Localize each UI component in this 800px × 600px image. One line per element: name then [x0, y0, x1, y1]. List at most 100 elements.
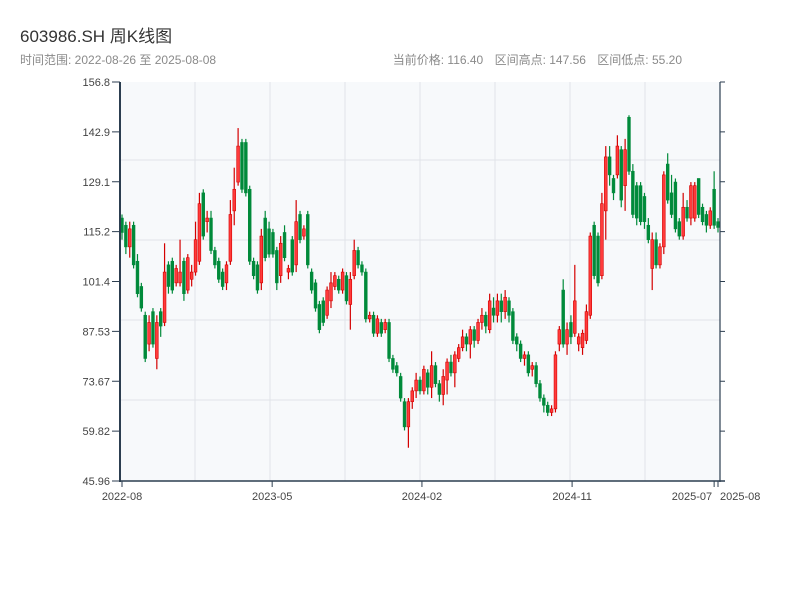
candle-body: [317, 304, 322, 330]
candle-up: [476, 318, 480, 345]
candle-body: [178, 271, 182, 284]
candle-up: [224, 261, 229, 291]
candle-down: [356, 246, 360, 269]
candle-body: [151, 311, 155, 345]
candle-body: [704, 214, 709, 226]
candle-body: [255, 264, 260, 291]
candle-down: [395, 362, 399, 377]
candle-body: [716, 221, 720, 228]
candle-down: [561, 279, 565, 348]
candle-up: [522, 351, 527, 366]
candle-body: [364, 271, 368, 320]
candle-body: [503, 296, 507, 312]
candle-body: [379, 322, 383, 334]
candle-down: [646, 218, 651, 244]
candle-down: [271, 228, 275, 258]
candle-up: [573, 264, 577, 337]
candle-down: [255, 261, 260, 294]
candle-up: [503, 290, 507, 319]
candle-down: [685, 200, 689, 222]
candle-up: [708, 207, 712, 229]
candle-up: [553, 351, 558, 413]
candle-up: [232, 167, 236, 226]
candle-body: [449, 361, 453, 374]
candle-up: [600, 192, 604, 280]
candle-body: [193, 239, 198, 273]
candle-down: [712, 171, 716, 229]
candle-body: [491, 307, 496, 316]
candle-up: [302, 225, 306, 240]
candle-body: [375, 318, 380, 334]
time-range-label: 时间范围: 2022-08-26 至 2025-08-08: [20, 53, 217, 67]
candle-up: [580, 329, 585, 355]
candle-body: [240, 142, 244, 190]
x-tick-label: 2022-08: [102, 491, 142, 503]
candle-body: [406, 401, 411, 428]
candle-up: [584, 304, 589, 345]
candle-body: [325, 289, 329, 316]
candle-down: [298, 210, 302, 244]
candles: [120, 115, 720, 448]
candle-body: [580, 332, 585, 348]
candle-down: [642, 192, 647, 229]
candle-body: [162, 271, 167, 323]
candle-body: [433, 365, 438, 384]
candle-down: [635, 182, 639, 226]
candle-body: [290, 239, 294, 273]
candle-down: [499, 293, 503, 323]
candle-down: [267, 221, 271, 258]
candle-down: [182, 257, 186, 301]
candle-body: [391, 358, 395, 370]
candle-down: [151, 308, 155, 348]
candle-down: [437, 380, 442, 402]
candle-body: [623, 149, 627, 186]
candle-up: [367, 311, 372, 323]
candle-up: [383, 318, 387, 334]
candle-down: [526, 351, 531, 377]
candle-body: [538, 383, 542, 399]
candle-down: [669, 174, 674, 219]
candle-body: [712, 188, 716, 226]
candle-up: [236, 128, 240, 186]
candle-body: [484, 314, 488, 327]
candle-body: [619, 149, 623, 201]
candle-body: [689, 185, 693, 219]
candle-up: [495, 293, 500, 323]
candle-body: [282, 232, 287, 258]
candle-down: [534, 362, 538, 388]
candle-body: [143, 314, 147, 359]
candle-down: [379, 318, 383, 337]
candle-body: [642, 196, 647, 222]
candle-body: [561, 289, 565, 345]
candle-body: [635, 185, 639, 219]
candle-up: [557, 326, 562, 352]
candle-body: [441, 376, 445, 395]
candle-down: [449, 354, 453, 377]
candle-body: [251, 260, 256, 276]
candle-down: [592, 221, 596, 280]
candle-down: [627, 115, 631, 175]
candle-down: [619, 146, 623, 208]
candle-body: [584, 311, 589, 341]
candle-body: [356, 250, 360, 266]
candle-up: [286, 264, 291, 280]
candle-up: [658, 243, 662, 269]
candle-body: [197, 203, 202, 262]
candle-body: [189, 271, 194, 280]
grid: [120, 82, 720, 481]
candle-body: [615, 145, 620, 176]
candle-body: [182, 260, 186, 294]
candle-down: [217, 257, 221, 283]
candle-body: [248, 188, 252, 262]
candle-body: [495, 300, 500, 316]
range-high: 区间高点: 147.56: [494, 53, 586, 67]
candle-down: [402, 398, 407, 431]
candle-up: [693, 182, 697, 222]
candle-body: [507, 300, 511, 316]
candle-body: [700, 206, 705, 222]
candle-down: [306, 210, 310, 269]
candle-body: [631, 170, 635, 215]
candle-body: [309, 271, 314, 291]
candle-body: [278, 242, 283, 276]
